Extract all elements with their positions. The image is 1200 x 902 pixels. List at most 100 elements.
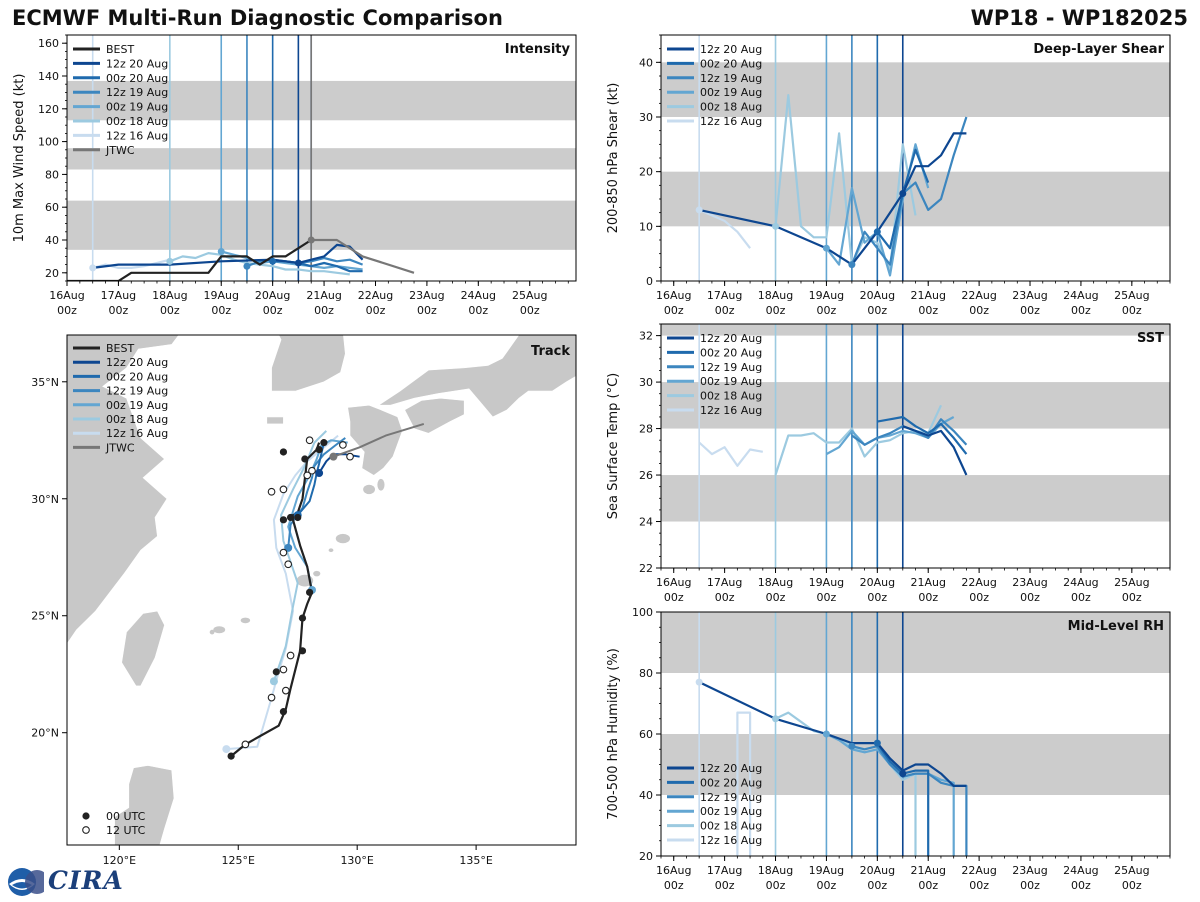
legend-label: BEST xyxy=(106,342,134,355)
init-marker xyxy=(848,742,856,750)
track-line xyxy=(333,422,425,458)
lon-tick-label: 120°E xyxy=(103,854,136,867)
x-tick-label: 00z xyxy=(715,591,735,604)
x-tick-label: 00z xyxy=(109,304,129,317)
init-marker xyxy=(217,247,225,255)
x-tick-label: 24Aug xyxy=(1063,576,1098,589)
init-marker xyxy=(899,770,907,778)
x-tick-label: 00z xyxy=(1071,304,1091,317)
land-taiwan xyxy=(121,610,165,687)
init-marker xyxy=(873,228,881,236)
noaa-globe-icon xyxy=(8,868,49,896)
threshold-band xyxy=(67,200,576,250)
y-tick-label: 28 xyxy=(639,423,653,436)
x-tick-label: 00z xyxy=(969,879,989,892)
series-line xyxy=(876,742,930,856)
x-tick-label: 17Aug xyxy=(101,289,136,302)
y-axis-label: 200-850 hPa Shear (kt) xyxy=(606,83,621,234)
legend-label: 12z 20 Aug xyxy=(700,43,762,56)
track-point-00utc xyxy=(294,513,302,522)
panel-shear: 0 10 20 30 40 16Aug 00z 17Aug 00z 18Aug 00z 19Aug 00… xyxy=(606,34,1171,317)
x-tick-label: 25Aug xyxy=(1114,576,1149,589)
track-point-12utc xyxy=(279,548,288,557)
y-tick-label: 20 xyxy=(639,850,653,863)
x-tick-label: 19Aug xyxy=(204,289,239,302)
x-tick-label: 18Aug xyxy=(758,864,793,877)
x-tick-label: 25Aug xyxy=(512,289,547,302)
lon-tick-label: 135°E xyxy=(459,854,492,867)
plot-area xyxy=(661,612,1170,856)
land-island xyxy=(240,617,251,624)
legend-label: 12z 16 Aug xyxy=(106,427,168,440)
track-point-12utc xyxy=(308,466,316,475)
track-point-00utc xyxy=(298,647,307,655)
track-point-00utc xyxy=(320,439,328,447)
x-tick-label: 00z xyxy=(715,879,735,892)
x-tick-label: 25Aug xyxy=(1114,864,1149,877)
y-tick-label: 40 xyxy=(639,56,653,69)
legend-label: 00z 19 Aug xyxy=(700,375,762,388)
land-jeju xyxy=(266,416,284,425)
init-marker xyxy=(822,244,830,252)
x-tick-label: 00z xyxy=(1020,304,1040,317)
x-tick-label: 00z xyxy=(1020,591,1040,604)
track-point-00utc xyxy=(315,446,323,454)
y-tick-label: 24 xyxy=(639,516,653,529)
y-tick-label: 0 xyxy=(646,275,653,288)
series-line xyxy=(698,441,763,467)
x-tick-label: 16Aug xyxy=(49,289,84,302)
legend-label: JTWC xyxy=(105,441,135,454)
x-tick-label: 22Aug xyxy=(961,576,996,589)
legend-label: 00z 19 Aug xyxy=(700,805,762,818)
x-tick-label: 00z xyxy=(1122,879,1142,892)
y-tick-label: 10 xyxy=(639,220,653,233)
legend-label: 00z 20 Aug xyxy=(106,370,168,383)
legend-label: 00z 19 Aug xyxy=(700,86,762,99)
track-point-12utc xyxy=(346,452,354,461)
panel-track: 120°E 125°E 130°E 135°E 20°N 25°N 30°N 35°N Trac… xyxy=(31,334,577,867)
track-point-00utc xyxy=(279,708,288,716)
threshold-band xyxy=(661,324,1170,336)
x-tick-label: 18Aug xyxy=(758,289,793,302)
x-tick-label: 23Aug xyxy=(409,289,444,302)
legend-marker-00utc xyxy=(82,812,90,820)
y-tick-label: 140 xyxy=(38,70,59,83)
track-start-point xyxy=(222,745,231,754)
legend-label: BEST xyxy=(106,43,134,56)
x-tick-label: 00z xyxy=(664,304,684,317)
track-point-12utc xyxy=(267,693,276,702)
init-marker xyxy=(873,739,881,747)
panel-title: Mid-Level RH xyxy=(1068,619,1164,634)
threshold-band xyxy=(67,80,576,121)
x-tick-label: 00z xyxy=(664,879,684,892)
x-tick-label: 18Aug xyxy=(758,576,793,589)
track-point-00utc xyxy=(301,455,309,463)
x-tick-label: 00z xyxy=(867,879,887,892)
x-tick-label: 21Aug xyxy=(910,576,945,589)
track-line xyxy=(296,442,325,516)
init-marker xyxy=(899,190,907,198)
x-tick-label: 00z xyxy=(1122,304,1142,317)
y-tick-label: 80 xyxy=(639,667,653,680)
x-tick-label: 16Aug xyxy=(656,576,691,589)
x-tick-label: 17Aug xyxy=(707,864,742,877)
legend-marker-12utc xyxy=(82,826,90,834)
x-tick-label: 00z xyxy=(417,304,437,317)
land-island xyxy=(313,570,321,577)
track-point-12utc xyxy=(339,441,347,449)
panel-title: Track xyxy=(531,344,570,359)
lat-tick-label: 20°N xyxy=(31,727,59,740)
x-tick-label: 22Aug xyxy=(358,289,393,302)
legend-label: 00z 18 Aug xyxy=(700,390,762,403)
track-line xyxy=(230,442,321,757)
legend-label: 12 UTC xyxy=(106,824,146,837)
x-tick-label: 00z xyxy=(211,304,231,317)
panel-rh: 20 40 60 80 100 16Aug 00z 17Aug 00z 18Aug 00z 19Aug… xyxy=(606,606,1171,892)
x-tick-label: 00z xyxy=(160,304,180,317)
x-tick-label: 00z xyxy=(969,591,989,604)
track-start-point xyxy=(329,452,338,461)
x-tick-label: 00z xyxy=(715,304,735,317)
track-point-12utc xyxy=(305,436,314,445)
map-area xyxy=(67,335,576,845)
x-tick-label: 19Aug xyxy=(809,289,844,302)
